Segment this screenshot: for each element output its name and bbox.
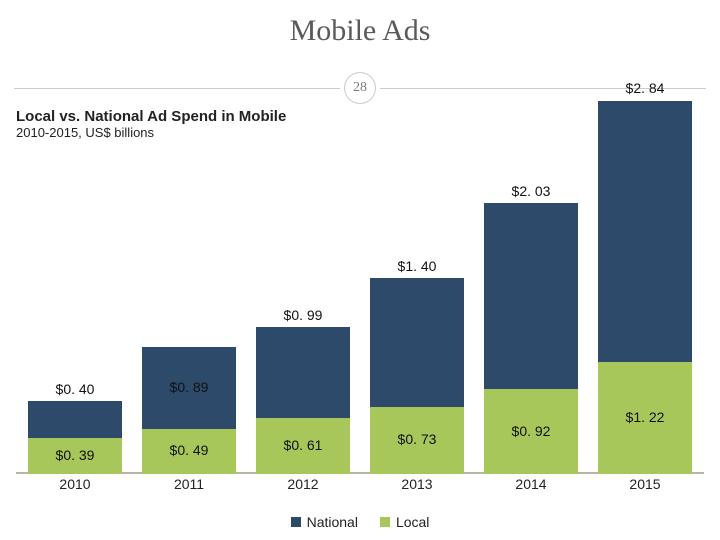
divider-left bbox=[14, 88, 340, 89]
divider-right bbox=[380, 88, 706, 89]
bar-column: $0. 61$0. 99 bbox=[256, 327, 350, 474]
legend-swatch bbox=[291, 517, 301, 527]
x-axis-labels: 2010 2011 2012 2013 2014 2015 bbox=[16, 476, 704, 500]
slide: Mobile Ads 28 Local vs. National Ad Spen… bbox=[0, 0, 720, 540]
bar-segment-national bbox=[142, 347, 236, 429]
x-axis-label: 2015 bbox=[598, 476, 692, 492]
bar-segment-local bbox=[28, 438, 122, 474]
bar-segment-local bbox=[484, 389, 578, 474]
stacked-bar-chart: $0. 39$0. 40$0. 49$0. 89$0. 61$0. 99$0. … bbox=[16, 94, 704, 474]
bar-value-national: $2. 03 bbox=[484, 183, 578, 199]
bar-segment-local bbox=[370, 407, 464, 474]
bar-value-national: $1. 40 bbox=[370, 258, 464, 274]
legend: National Local bbox=[0, 514, 720, 530]
legend-label: National bbox=[307, 514, 358, 530]
bar-column: $0. 73$1. 40 bbox=[370, 278, 464, 474]
bar-segment-local bbox=[142, 429, 236, 474]
x-axis-label: 2011 bbox=[142, 476, 236, 492]
bar-column: $0. 49$0. 89 bbox=[142, 347, 236, 474]
bar-segment-national bbox=[256, 327, 350, 418]
legend-label: Local bbox=[396, 514, 429, 530]
bar-segment-national bbox=[598, 101, 692, 362]
x-axis-label: 2014 bbox=[484, 476, 578, 492]
bar-segment-local bbox=[598, 362, 692, 474]
bar-value-national: $0. 40 bbox=[28, 381, 122, 397]
legend-item-national: National bbox=[291, 514, 358, 530]
bar-segment-local bbox=[256, 418, 350, 474]
bar-segment-national bbox=[484, 203, 578, 390]
legend-item-local: Local bbox=[380, 514, 429, 530]
bar-segment-national bbox=[28, 401, 122, 438]
bar-value-national: $0. 99 bbox=[256, 307, 350, 323]
plot-area: $0. 39$0. 40$0. 49$0. 89$0. 61$0. 99$0. … bbox=[16, 94, 704, 474]
bar-column: $0. 39$0. 40 bbox=[28, 401, 122, 474]
x-axis-label: 2010 bbox=[28, 476, 122, 492]
legend-swatch bbox=[380, 517, 390, 527]
page-title: Mobile Ads bbox=[0, 14, 720, 48]
x-axis-label: 2013 bbox=[370, 476, 464, 492]
x-axis-label: 2012 bbox=[256, 476, 350, 492]
bar-segment-national bbox=[370, 278, 464, 407]
bar-column: $1. 22$2. 84 bbox=[598, 100, 692, 474]
bar-column: $0. 92$2. 03 bbox=[484, 203, 578, 474]
